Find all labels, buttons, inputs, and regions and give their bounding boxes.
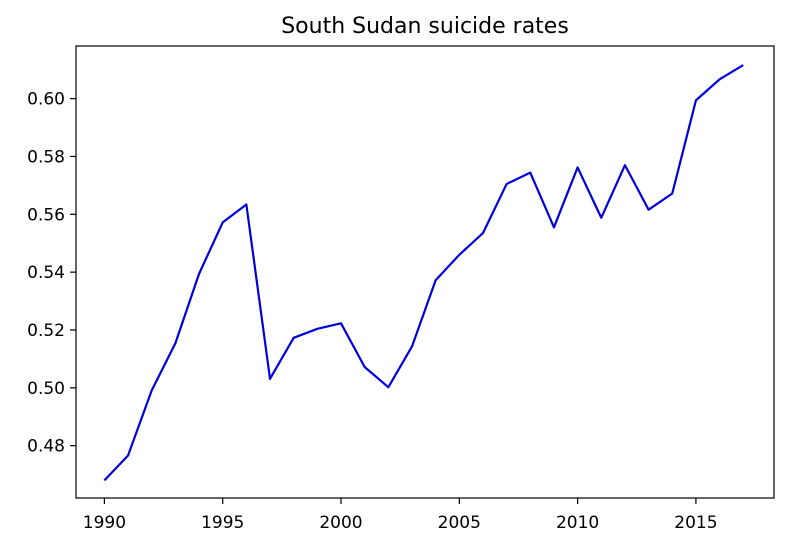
x-tick-label: 2000	[319, 513, 362, 533]
y-tick-label: 0.54	[27, 263, 65, 283]
y-tick-label: 0.50	[27, 379, 65, 399]
chart-title: South Sudan suicide rates	[281, 14, 569, 39]
axes-frame	[75, 45, 775, 499]
x-axis: 1990 1995 2000 2005 2010 2015	[83, 498, 718, 533]
y-axis: 0.48 0.50 0.52 0.54 0.56 0.58 0.60	[27, 90, 76, 457]
x-tick-label: 2015	[674, 513, 717, 533]
plot-area	[103, 64, 744, 482]
series-line	[103, 64, 744, 482]
y-tick-label: 0.60	[27, 90, 65, 110]
x-tick-label: 1990	[83, 513, 126, 533]
y-tick-label: 0.52	[27, 321, 65, 341]
y-tick-label: 0.56	[27, 205, 65, 225]
x-tick-label: 2010	[556, 513, 599, 533]
x-tick-label: 2005	[438, 513, 481, 533]
y-tick-label: 0.48	[27, 437, 65, 457]
x-tick-label: 1995	[201, 513, 244, 533]
y-tick-label: 0.58	[27, 147, 65, 167]
